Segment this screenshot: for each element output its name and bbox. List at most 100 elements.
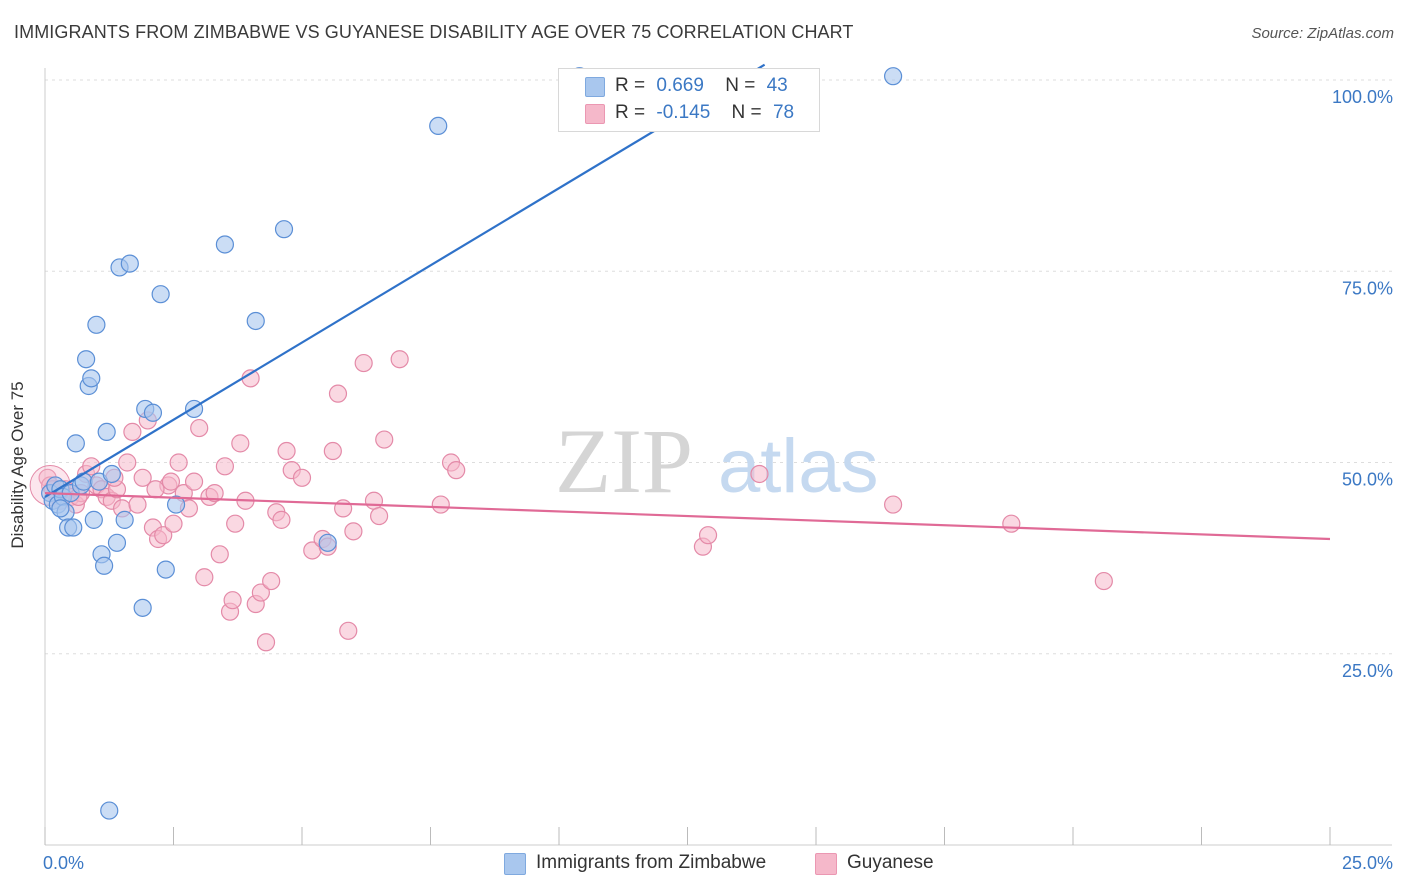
legend-n-value: 43 <box>766 75 788 96</box>
guyanese-point <box>375 430 394 449</box>
zimbabwe-point <box>64 518 83 537</box>
zimbabwe-point <box>215 235 234 254</box>
guyanese-point <box>223 591 242 610</box>
watermark-atlas: atlas <box>718 424 879 509</box>
zimbabwe-point <box>100 801 119 820</box>
guyanese-point <box>154 526 173 545</box>
axes <box>44 68 1392 846</box>
legend-n-value: 78 <box>772 102 795 123</box>
guyanese-point <box>431 495 450 514</box>
y-tick-label: 25.0% <box>1342 661 1393 681</box>
legend-n-label: N = <box>731 102 762 123</box>
guyanese-point <box>205 484 224 503</box>
zimbabwe-point <box>82 369 101 388</box>
zimbabwe-point <box>246 311 265 331</box>
zimbabwe-point <box>97 422 116 441</box>
guyanese-point <box>883 495 903 514</box>
y-axis-label: Disability Age Over 75 <box>8 381 27 549</box>
y-tick-label: 100.0% <box>1332 87 1393 107</box>
legend-r-value: -0.145 <box>656 102 711 123</box>
x-tick-label: 25.0% <box>1342 853 1393 873</box>
zimbabwe-point <box>87 315 106 334</box>
guyanese-point <box>184 472 204 491</box>
legend-swatch-pink <box>585 104 605 124</box>
zimbabwe-point <box>107 533 127 552</box>
bottom-legend-label: Guyanese <box>847 852 934 873</box>
guyanese-point <box>210 545 229 564</box>
guyanese-point <box>1094 571 1113 591</box>
correlation-legend: R = 0.669 N = 43 R = -0.145 N = 78 <box>558 68 820 132</box>
guyanese-point <box>364 491 384 510</box>
guyanese-point <box>251 583 270 602</box>
legend-r-label: R = <box>615 75 646 96</box>
legend-n-label: N = <box>725 75 756 96</box>
guyanese-point <box>215 457 234 476</box>
guyanese-point <box>370 506 389 526</box>
watermark: ZIP atlas <box>555 410 879 512</box>
guyanese-point <box>161 472 181 491</box>
guyanese-point <box>123 422 142 441</box>
guyanese-point <box>169 453 188 472</box>
chart-title: IMMIGRANTS FROM ZIMBABWE VS GUYANESE DIS… <box>14 22 854 42</box>
legend-row-guyanese: R = -0.145 N = 78 <box>615 102 794 124</box>
bottom-legend-swatch-pink <box>815 853 837 875</box>
y-tick-label: 75.0% <box>1342 278 1393 298</box>
guyanese-point <box>277 441 296 461</box>
guyanese-point <box>344 522 363 541</box>
guyanese-point <box>231 434 250 453</box>
guyanese-point <box>133 468 152 487</box>
bottom-legend-swatch-blue <box>504 853 526 875</box>
zimbabwe-point <box>84 510 103 529</box>
guyanese-point <box>354 353 373 373</box>
guyanese-point <box>698 526 718 545</box>
guyanese-point <box>128 495 147 514</box>
zimbabwe-point <box>95 556 114 575</box>
zimbabwe-point <box>120 254 139 273</box>
grid-lines <box>45 79 1392 655</box>
zimbabwe-point <box>66 434 85 453</box>
zimbabwe-point <box>156 560 175 579</box>
bottom-legend-label: Immigrants from Zimbabwe <box>536 852 767 873</box>
zimbabwe-point <box>143 403 163 422</box>
zimbabwe-point <box>74 472 93 491</box>
zimbabwe-point <box>274 220 294 239</box>
zimbabwe-point <box>151 285 170 304</box>
guyanese-point <box>272 510 291 529</box>
watermark-zip: ZIP <box>555 410 693 512</box>
guyanese-point <box>328 384 348 403</box>
zimbabwe-point <box>115 510 134 529</box>
legend-row-zimbabwe: R = 0.669 N = 43 <box>615 75 788 97</box>
guyanese-point <box>146 480 165 499</box>
guyanese-point <box>339 621 358 640</box>
trendlines <box>44 63 1331 541</box>
zimbabwe-point <box>166 495 186 514</box>
guyanese-point <box>323 441 342 461</box>
legend-swatch-blue <box>585 77 605 97</box>
legend-r-value: 0.669 <box>656 75 704 96</box>
guyanese-point <box>447 461 466 480</box>
zimbabwe-point <box>133 598 152 617</box>
guyanese-trendline <box>44 492 1331 541</box>
zimbabwe-point <box>51 499 70 518</box>
zimbabwe-point <box>102 464 121 484</box>
zimbabwe-point <box>77 350 96 369</box>
guyanese-point <box>256 633 276 652</box>
guyanese-point <box>1002 514 1021 533</box>
source-label: Source: ZipAtlas.com <box>1251 25 1394 42</box>
zimbabwe-trendline <box>44 63 766 498</box>
guyanese-point <box>390 350 409 369</box>
guyanese-point <box>226 514 245 533</box>
x-tick-label: 0.0% <box>43 853 84 873</box>
zimbabwe-point <box>883 67 903 86</box>
guyanese-point <box>750 464 769 484</box>
legend-r-label: R = <box>615 102 646 123</box>
guyanese-point <box>164 514 183 533</box>
guyanese-point <box>190 418 209 438</box>
zimbabwe-point <box>318 533 337 552</box>
y-tick-label: 50.0% <box>1342 470 1393 490</box>
guyanese-point <box>292 468 312 487</box>
guyanese-point <box>118 453 137 472</box>
guyanese-point <box>262 571 281 591</box>
tick-labels: 25.0% 50.0% 75.0% 100.0% 0.0% 25.0% <box>43 87 1393 873</box>
